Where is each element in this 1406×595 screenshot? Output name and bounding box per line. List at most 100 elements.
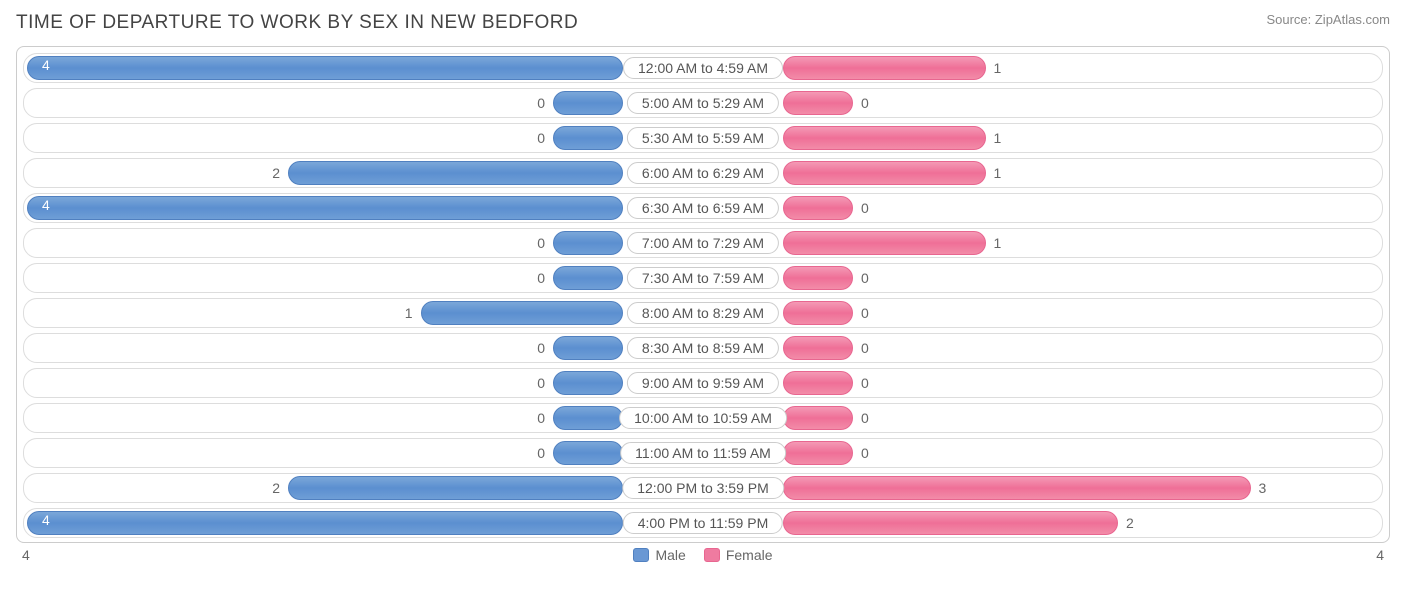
male-value: 0	[529, 375, 553, 391]
male-side: 0	[27, 441, 623, 465]
male-swatch-icon	[633, 548, 649, 562]
female-bar	[783, 161, 986, 185]
source-attribution: Source: ZipAtlas.com	[1266, 12, 1390, 27]
female-bar	[783, 476, 1251, 500]
time-range-label: 6:00 AM to 6:29 AM	[627, 162, 779, 184]
female-side: 0	[783, 336, 1379, 360]
chart-row: 0011:00 AM to 11:59 AM	[23, 438, 1383, 468]
female-bar	[783, 231, 986, 255]
chart-title: TIME OF DEPARTURE TO WORK BY SEX IN NEW …	[16, 12, 578, 34]
chart-row: 017:00 AM to 7:29 AM	[23, 228, 1383, 258]
time-range-label: 11:00 AM to 11:59 AM	[620, 442, 786, 464]
female-bar	[783, 196, 853, 220]
male-value: 4	[34, 57, 58, 73]
female-side: 2	[783, 511, 1379, 535]
female-value: 0	[853, 95, 877, 111]
time-range-label: 7:00 AM to 7:29 AM	[627, 232, 779, 254]
time-range-label: 5:00 AM to 5:29 AM	[627, 92, 779, 114]
legend-item-female: Female	[704, 547, 773, 563]
legend: Male Female	[633, 547, 772, 563]
female-swatch-icon	[704, 548, 720, 562]
chart-row: 0 0 5:00 AM to 5:29 AM	[23, 88, 1383, 118]
male-bar	[553, 406, 623, 430]
male-side: 4	[27, 196, 623, 220]
chart-row: 1 08:00 AM to 8:29 AM	[23, 298, 1383, 328]
male-value: 0	[529, 235, 553, 251]
male-side: 1	[27, 301, 623, 325]
female-side: 0	[783, 441, 1379, 465]
male-side: 0	[27, 336, 623, 360]
female-bar	[783, 266, 853, 290]
male-bar	[553, 336, 623, 360]
male-side: 0	[27, 126, 623, 150]
female-bar	[783, 406, 853, 430]
male-side: 2	[27, 161, 623, 185]
female-value: 0	[853, 270, 877, 286]
female-bar	[783, 371, 853, 395]
male-side: 0	[27, 231, 623, 255]
male-value: 2	[264, 480, 288, 496]
male-value: 0	[529, 95, 553, 111]
female-bar	[783, 91, 853, 115]
time-range-label: 5:30 AM to 5:59 AM	[627, 127, 779, 149]
female-value: 0	[853, 375, 877, 391]
female-value: 1	[986, 130, 1010, 146]
chart-row: 008:30 AM to 8:59 AM	[23, 333, 1383, 363]
female-bar	[783, 56, 986, 80]
chart-row: 4 0 6:30 AM to 6:59 AM	[23, 193, 1383, 223]
female-side: 0	[783, 406, 1379, 430]
male-value: 2	[264, 165, 288, 181]
female-value: 1	[986, 165, 1010, 181]
female-side: 3	[783, 476, 1379, 500]
time-range-label: 9:00 AM to 9:59 AM	[627, 372, 779, 394]
time-range-label: 12:00 PM to 3:59 PM	[622, 477, 784, 499]
male-bar: 4	[27, 511, 623, 535]
chart-row: 4 1 12:00 AM to 4:59 AM	[23, 53, 1383, 83]
legend-female-label: Female	[726, 547, 773, 563]
female-bar	[783, 336, 853, 360]
female-value: 0	[853, 200, 877, 216]
time-range-label: 4:00 PM to 11:59 PM	[623, 512, 783, 534]
male-value: 0	[529, 270, 553, 286]
male-side: 0	[27, 266, 623, 290]
male-side: 0	[27, 371, 623, 395]
legend-male-label: Male	[655, 547, 685, 563]
axis-max-right: 4	[1376, 547, 1384, 563]
male-side: 0	[27, 91, 623, 115]
male-value: 0	[529, 410, 553, 426]
chart-row: 0010:00 AM to 10:59 AM	[23, 403, 1383, 433]
male-value: 0	[529, 130, 553, 146]
female-side: 0	[783, 196, 1379, 220]
female-bar	[783, 441, 853, 465]
female-side: 1	[783, 126, 1379, 150]
time-range-label: 8:00 AM to 8:29 AM	[627, 302, 779, 324]
chart-footer: 4 Male Female 4	[16, 543, 1390, 563]
male-bar	[421, 301, 624, 325]
male-value: 1	[397, 305, 421, 321]
female-side: 0	[783, 371, 1379, 395]
female-value: 0	[853, 445, 877, 461]
male-value: 4	[34, 512, 58, 528]
female-side: 1	[783, 56, 1379, 80]
female-side: 0	[783, 301, 1379, 325]
chart-row: 0 1 5:30 AM to 5:59 AM	[23, 123, 1383, 153]
male-value: 4	[34, 197, 58, 213]
axis-max-left: 4	[22, 547, 30, 563]
male-bar: 4	[27, 196, 623, 220]
male-bar	[288, 476, 623, 500]
female-side: 1	[783, 161, 1379, 185]
male-bar	[553, 126, 623, 150]
time-range-label: 12:00 AM to 4:59 AM	[623, 57, 783, 79]
male-side: 4	[27, 56, 623, 80]
male-bar	[553, 91, 623, 115]
female-value: 1	[986, 60, 1010, 76]
male-side: 0	[27, 406, 623, 430]
male-value: 0	[529, 340, 553, 356]
male-bar	[288, 161, 623, 185]
male-bar	[553, 266, 623, 290]
chart-row: 4 24:00 PM to 11:59 PM	[23, 508, 1383, 538]
time-range-label: 8:30 AM to 8:59 AM	[627, 337, 779, 359]
male-bar	[553, 441, 623, 465]
time-range-label: 6:30 AM to 6:59 AM	[627, 197, 779, 219]
female-bar	[783, 511, 1118, 535]
